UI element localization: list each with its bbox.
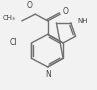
Text: CH₃: CH₃ — [2, 15, 15, 21]
Text: N: N — [45, 70, 51, 79]
Text: O: O — [63, 7, 69, 16]
Text: Cl: Cl — [10, 38, 17, 47]
Text: O: O — [26, 1, 32, 10]
Text: NH: NH — [78, 18, 88, 24]
